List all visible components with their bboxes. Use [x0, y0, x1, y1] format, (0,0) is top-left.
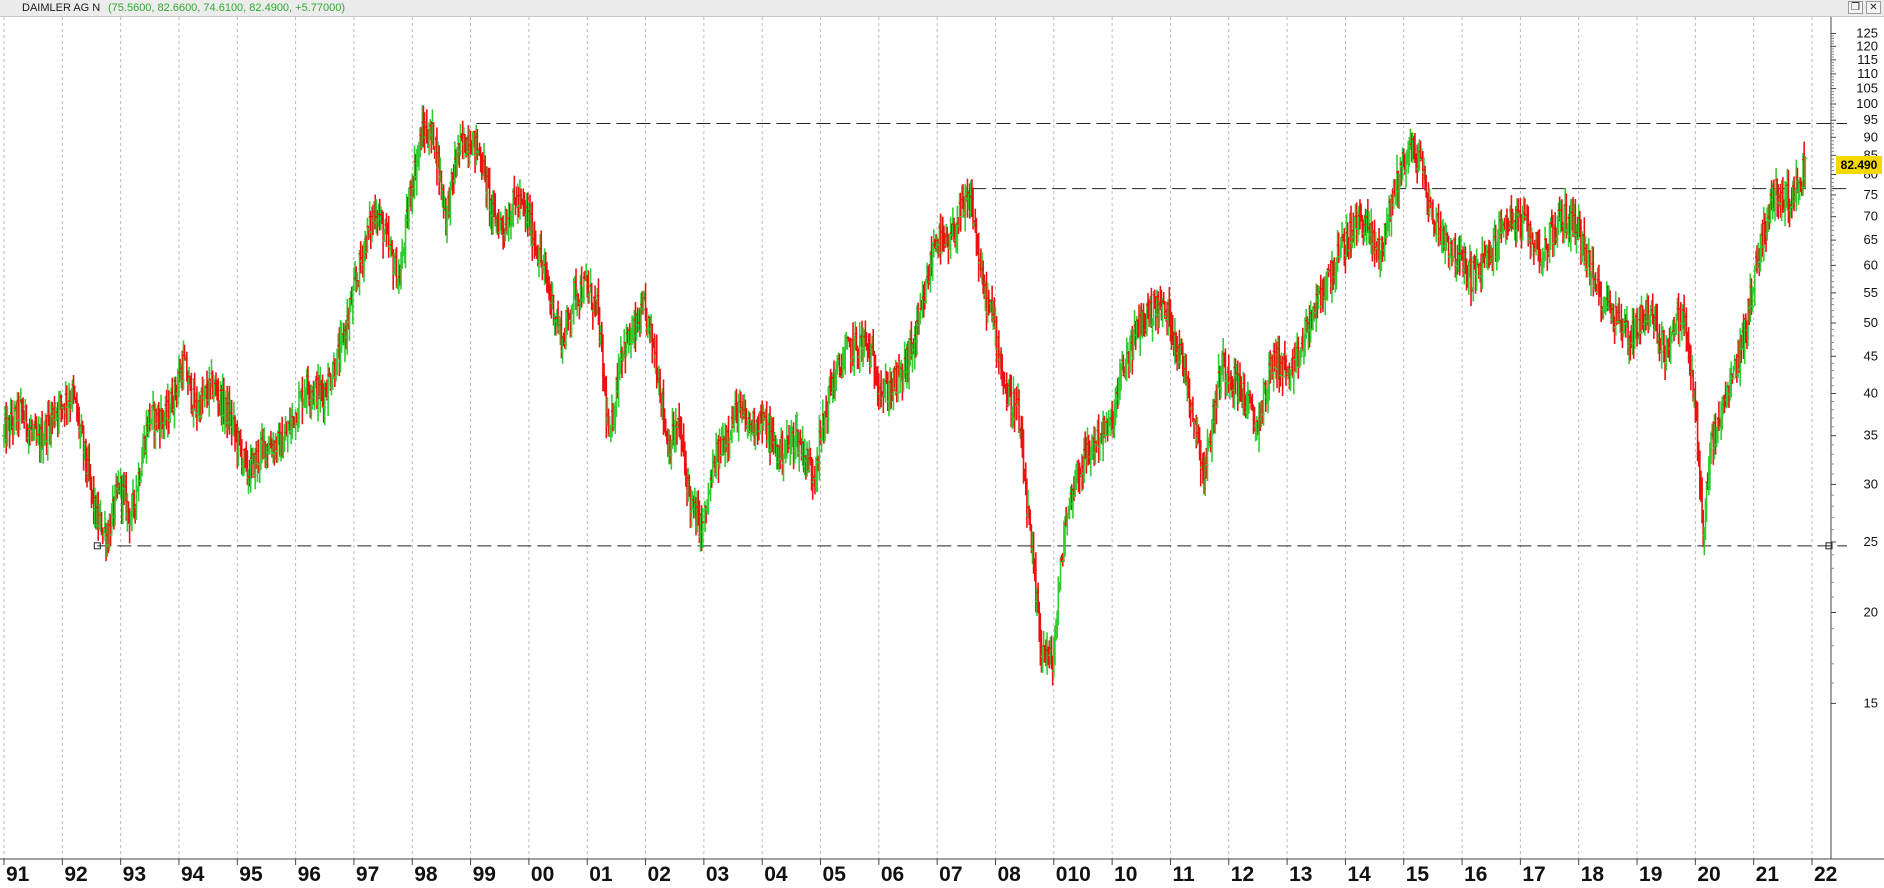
y-tick-label: 15: [1864, 695, 1878, 710]
y-tick-label: 30: [1864, 476, 1878, 491]
restore-icon[interactable]: ❐: [1848, 1, 1863, 14]
support-marker-start: [93, 542, 101, 550]
y-tick-label: 20: [1864, 605, 1878, 620]
y-tick-label: 40: [1864, 386, 1878, 401]
y-tick-label: 90: [1864, 129, 1878, 144]
y-tick-label: 115: [1857, 52, 1878, 67]
y-tick-label: 105: [1856, 81, 1878, 96]
y-tick-label: 75: [1864, 187, 1878, 202]
price-chart[interactable]: 1520253035404550556065707580859095100105…: [0, 17, 1884, 888]
support-marker-end: [1825, 542, 1833, 550]
window-title: DAIMLER AG N: [22, 2, 101, 14]
y-tick-label: 35: [1864, 428, 1878, 443]
y-tick-label: 70: [1864, 209, 1878, 224]
ohlc-readout: (75.5600, 82.6600, 74.6100, 82.4900, +5.…: [108, 2, 346, 14]
y-tick-label: 65: [1864, 232, 1878, 247]
horizontal-lines: [93, 123, 1847, 550]
window-titlebar: DAIMLER AG N (75.5600, 82.6600, 74.6100,…: [0, 0, 1884, 17]
y-tick-label: 45: [1864, 348, 1878, 363]
y-tick-label: 110: [1857, 66, 1878, 81]
close-icon[interactable]: ✕: [1866, 1, 1881, 14]
y-tick-label: 25: [1864, 534, 1878, 549]
y-tick-label: 125: [1856, 25, 1878, 40]
y-tick-label: 50: [1864, 315, 1878, 330]
y-tick-label: 120: [1856, 38, 1878, 53]
axes: [0, 17, 1884, 860]
grid-layer: [3, 17, 1813, 859]
y-axis-labels: 1520253035404550556065707580859095100105…: [1831, 25, 1878, 710]
y-tick-label: 60: [1864, 257, 1878, 272]
y-tick-label: 55: [1864, 285, 1878, 300]
ohlc-bars: [2, 105, 1808, 686]
y-tick-label: 100: [1856, 96, 1878, 111]
y-tick-label: 95: [1864, 112, 1878, 127]
